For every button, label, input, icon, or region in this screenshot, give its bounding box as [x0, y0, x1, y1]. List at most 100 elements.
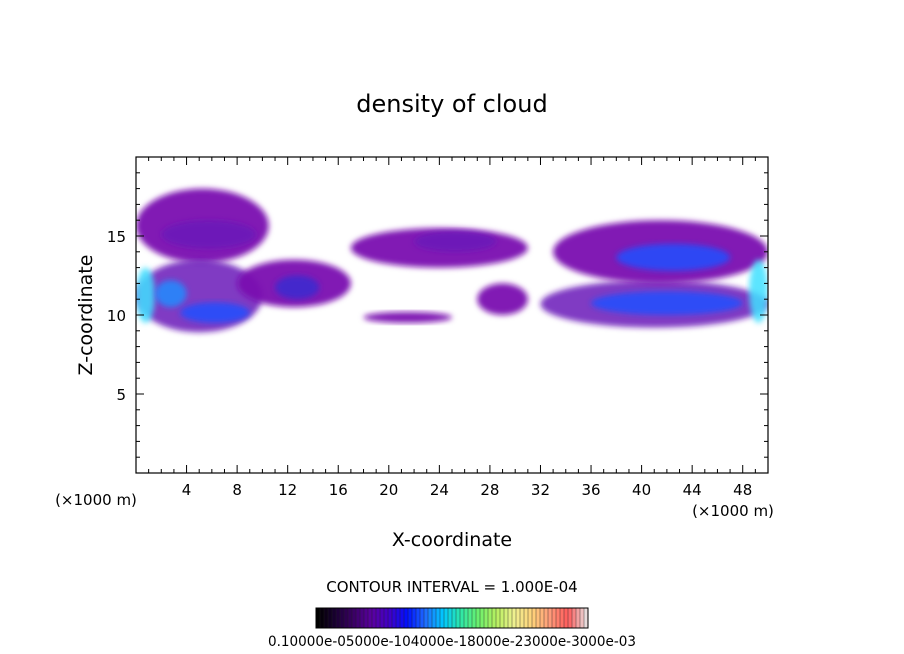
y-axis-ticks: 5 10 15	[107, 156, 768, 474]
colorbar-swatch	[516, 608, 521, 628]
colorbar-swatch	[416, 608, 421, 628]
colorbar-swatch	[572, 608, 577, 628]
cloud-region	[414, 231, 497, 252]
colorbar-swatch	[428, 608, 433, 628]
colorbar-swatch	[436, 608, 441, 628]
colorbar-swatch	[368, 608, 373, 628]
colorbar-swatch	[520, 608, 525, 628]
cloud-region	[154, 280, 187, 308]
x-axis-label: X-coordinate	[392, 529, 512, 551]
colorbar-swatch	[500, 608, 505, 628]
colorbar-swatch	[340, 608, 345, 628]
x-tick-label: 36	[581, 481, 600, 499]
colorbar-swatch	[348, 608, 353, 628]
x-tick-label: 16	[329, 481, 348, 499]
colorbar	[315, 607, 589, 629]
x-tick-label: 4	[182, 481, 192, 499]
cloud-region	[616, 243, 731, 271]
colorbar-swatch	[392, 608, 397, 628]
colorbar-swatch	[544, 608, 549, 628]
colorbar-swatch	[524, 608, 529, 628]
colorbar-swatch	[432, 608, 437, 628]
colorbar-swatch	[460, 608, 465, 628]
colorbar-swatch	[424, 608, 429, 628]
y-tick-label: 5	[116, 386, 126, 404]
colorbar-swatch	[476, 608, 481, 628]
x-unit-right: (×1000 m)	[692, 502, 774, 520]
colorbar-swatch	[504, 608, 509, 628]
x-tick-label: 20	[379, 481, 398, 499]
colorbar-swatch	[556, 608, 561, 628]
colorbar-swatch	[488, 608, 493, 628]
chart-title: density of cloud	[356, 90, 547, 118]
cloud-region	[477, 283, 528, 316]
x-axis-ticks: 4 8 12 16 20 24 28 32 36 40 44 48	[135, 157, 769, 499]
colorbar-swatch	[396, 608, 401, 628]
colorbar-swatch	[576, 608, 581, 628]
cloud-region	[275, 275, 320, 300]
cloud-region	[136, 267, 155, 323]
cloud-region	[749, 259, 768, 323]
colorbar-swatch	[336, 608, 341, 628]
colorbar-swatch	[400, 608, 405, 628]
colorbar-swatch	[352, 608, 357, 628]
cloud-region	[591, 291, 743, 315]
colorbar-swatch	[444, 608, 449, 628]
colorbar-swatch	[564, 608, 569, 628]
colorbar-swatch	[536, 608, 541, 628]
colorbar-swatch	[528, 608, 533, 628]
colorbar-swatch	[380, 608, 385, 628]
colorbar-swatch	[404, 608, 409, 628]
colorbar-swatch	[372, 608, 377, 628]
x-tick-label: 48	[733, 481, 752, 499]
colorbar-swatch	[376, 608, 381, 628]
x-tick-label: 28	[480, 481, 499, 499]
colorbar-swatch	[472, 608, 477, 628]
y-axis-label: Z-coordinate	[75, 255, 97, 376]
colorbar-swatch	[324, 608, 329, 628]
colorbar-swatch	[548, 608, 553, 628]
colorbar-swatch	[584, 608, 589, 628]
colorbar-swatch	[360, 608, 365, 628]
colorbar-swatch	[532, 608, 537, 628]
cloud-region	[363, 311, 453, 323]
colorbar-swatch	[496, 608, 501, 628]
colorbar-swatch	[468, 608, 473, 628]
colorbar-swatch	[364, 608, 369, 628]
colorbar-swatch	[464, 608, 469, 628]
colorbar-swatch	[580, 608, 585, 628]
colorbar-swatch	[508, 608, 513, 628]
cloud-field	[136, 188, 768, 333]
colorbar-swatch	[356, 608, 361, 628]
colorbar-swatch	[492, 608, 497, 628]
x-tick-label: 24	[430, 481, 449, 499]
colorbar-swatch	[344, 608, 349, 628]
colorbar-swatch	[552, 608, 557, 628]
cloud-region	[161, 220, 257, 249]
colorbar-swatch	[420, 608, 425, 628]
colorbar-swatch	[568, 608, 573, 628]
colorbar-swatch	[456, 608, 461, 628]
colorbar-swatch	[388, 608, 393, 628]
x-tick-label: 32	[531, 481, 550, 499]
colorbar-swatch	[320, 608, 325, 628]
colorbar-swatch	[412, 608, 417, 628]
x-tick-label: 12	[278, 481, 297, 499]
colorbar-swatch	[480, 608, 485, 628]
colorbar-frame	[315, 607, 589, 629]
colorbar-swatch	[452, 608, 457, 628]
cloud-region	[180, 302, 250, 323]
colorbar-swatch	[408, 608, 413, 628]
x-tick-label: 40	[632, 481, 651, 499]
x-tick-label: 8	[232, 481, 242, 499]
colorbar-swatch	[512, 608, 517, 628]
contour-interval-label: CONTOUR INTERVAL = 1.000E-04	[326, 578, 577, 596]
x-unit-left: (×1000 m)	[55, 491, 137, 509]
colorbar-swatch	[316, 608, 321, 628]
x-tick-label: 44	[683, 481, 702, 499]
colorbar-swatch	[448, 608, 453, 628]
colorbar-swatch	[384, 608, 389, 628]
y-tick-label: 10	[107, 307, 126, 325]
colorbar-swatch	[440, 608, 445, 628]
